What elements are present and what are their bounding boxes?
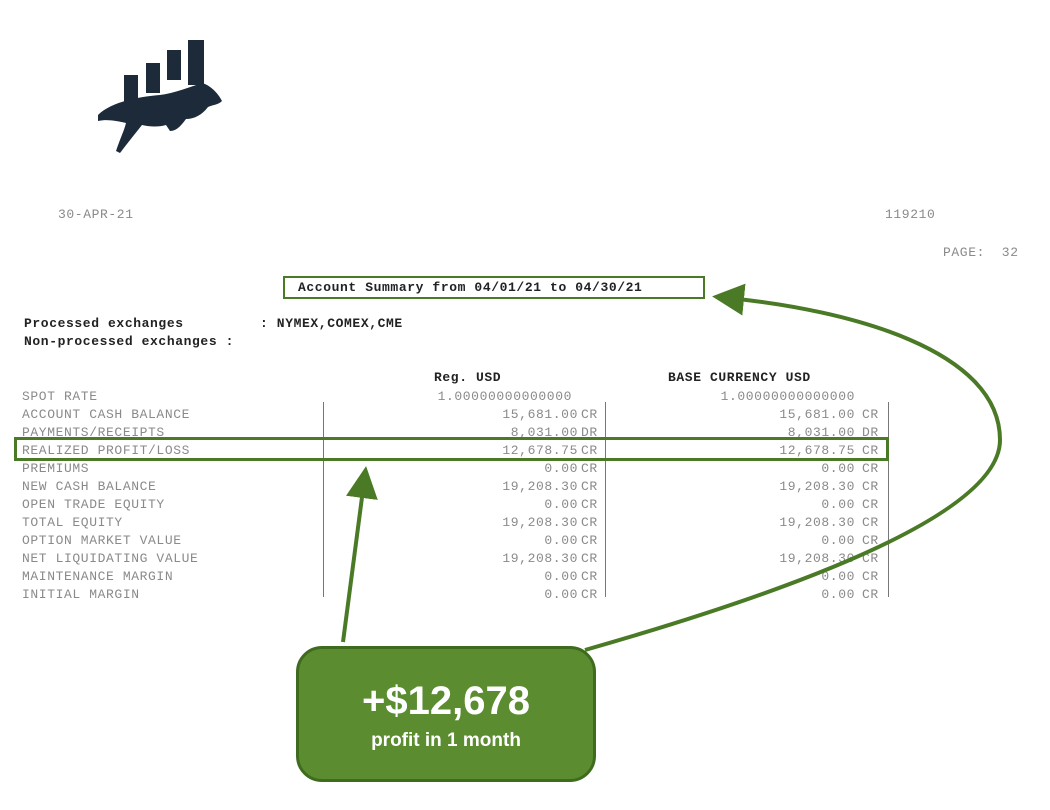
column-header-reg-usd: Reg. USD: [434, 370, 502, 385]
reg-usd-type: CR: [581, 443, 598, 458]
base-currency-value: 0.00: [821, 533, 855, 548]
profit-caption: profit in 1 month: [371, 730, 521, 751]
row-label: OPEN TRADE EQUITY: [22, 497, 165, 512]
divider: [323, 402, 324, 597]
base-currency-value: 12,678.75: [779, 443, 855, 458]
base-currency-type: CR: [862, 497, 879, 512]
profit-callout: +$12,678 profit in 1 month: [296, 646, 596, 782]
reg-usd-value: 0.00: [544, 533, 578, 548]
base-currency-value: 19,208.30: [779, 551, 855, 566]
row-label: MAINTENANCE MARGIN: [22, 569, 174, 584]
row-label: NET LIQUIDATING VALUE: [22, 551, 199, 566]
realized-profit-highlight-box: [14, 437, 889, 461]
bull-chart-logo: [98, 40, 222, 153]
account-number: 119210: [885, 207, 936, 222]
processed-exchanges-value: : NYMEX,COMEX,CME: [260, 316, 403, 331]
row-label: PAYMENTS/RECEIPTS: [22, 425, 165, 440]
title-highlight-box: [283, 276, 705, 299]
row-label: SPOT RATE: [22, 389, 98, 404]
row-label: PREMIUMS: [22, 461, 90, 476]
reg-usd-value: 0.00: [544, 497, 578, 512]
reg-usd-type: DR: [581, 425, 598, 440]
summary-title: Account Summary from 04/01/21 to 04/30/2…: [298, 280, 643, 295]
divider: [888, 402, 889, 597]
statement-date: 30-APR-21: [58, 207, 134, 222]
reg-usd-value: 8,031.00: [510, 425, 578, 440]
reg-usd-value: 0.00: [544, 569, 578, 584]
reg-usd-value: 19,208.30: [502, 515, 578, 530]
row-label: TOTAL EQUITY: [22, 515, 123, 530]
reg-usd-value: 15,681.00: [502, 407, 578, 422]
processed-exchanges-label: Processed exchanges: [24, 316, 184, 331]
base-currency-type: CR: [862, 461, 879, 476]
reg-usd-type: CR: [581, 461, 598, 476]
reg-usd-type: CR: [581, 515, 598, 530]
base-currency-value: 15,681.00: [779, 407, 855, 422]
non-processed-exchanges-label: Non-processed exchanges :: [24, 334, 235, 349]
base-currency-value: 0.00: [821, 497, 855, 512]
arrow-up: [341, 466, 378, 643]
base-currency-type: CR: [862, 515, 879, 530]
reg-usd-value: 1.00000000000000: [437, 389, 572, 404]
reg-usd-type: CR: [581, 497, 598, 512]
base-currency-type: CR: [862, 587, 879, 602]
reg-usd-type: CR: [581, 587, 598, 602]
reg-usd-type: CR: [581, 551, 598, 566]
base-currency-type: CR: [862, 479, 879, 494]
base-currency-value: 0.00: [821, 587, 855, 602]
row-label: OPTION MARKET VALUE: [22, 533, 182, 548]
row-label: INITIAL MARGIN: [22, 587, 140, 602]
base-currency-value: 1.00000000000000: [720, 389, 855, 404]
base-currency-value: 0.00: [821, 569, 855, 584]
base-currency-type: CR: [862, 407, 879, 422]
base-currency-type: CR: [862, 551, 879, 566]
base-currency-type: CR: [862, 443, 879, 458]
reg-usd-type: CR: [581, 407, 598, 422]
row-label: REALIZED PROFIT/LOSS: [22, 443, 191, 458]
row-label: NEW CASH BALANCE: [22, 479, 157, 494]
base-currency-value: 19,208.30: [779, 515, 855, 530]
reg-usd-type: CR: [581, 569, 598, 584]
base-currency-type: CR: [862, 569, 879, 584]
reg-usd-value: 19,208.30: [502, 479, 578, 494]
reg-usd-value: 19,208.30: [502, 551, 578, 566]
profit-amount: +$12,678: [362, 679, 530, 723]
reg-usd-value: 12,678.75: [502, 443, 578, 458]
reg-usd-value: 0.00: [544, 587, 578, 602]
base-currency-type: DR: [862, 425, 879, 440]
row-label: ACCOUNT CASH BALANCE: [22, 407, 191, 422]
base-currency-value: 8,031.00: [787, 425, 855, 440]
reg-usd-type: CR: [581, 479, 598, 494]
column-header-base-currency: BASE CURRENCY USD: [668, 370, 811, 385]
divider: [605, 402, 606, 597]
reg-usd-value: 0.00: [544, 461, 578, 476]
base-currency-value: 0.00: [821, 461, 855, 476]
arrow-curved: [584, 283, 1003, 652]
page-number: PAGE: 32: [943, 245, 1019, 260]
reg-usd-type: CR: [581, 533, 598, 548]
base-currency-type: CR: [862, 533, 879, 548]
base-currency-value: 19,208.30: [779, 479, 855, 494]
